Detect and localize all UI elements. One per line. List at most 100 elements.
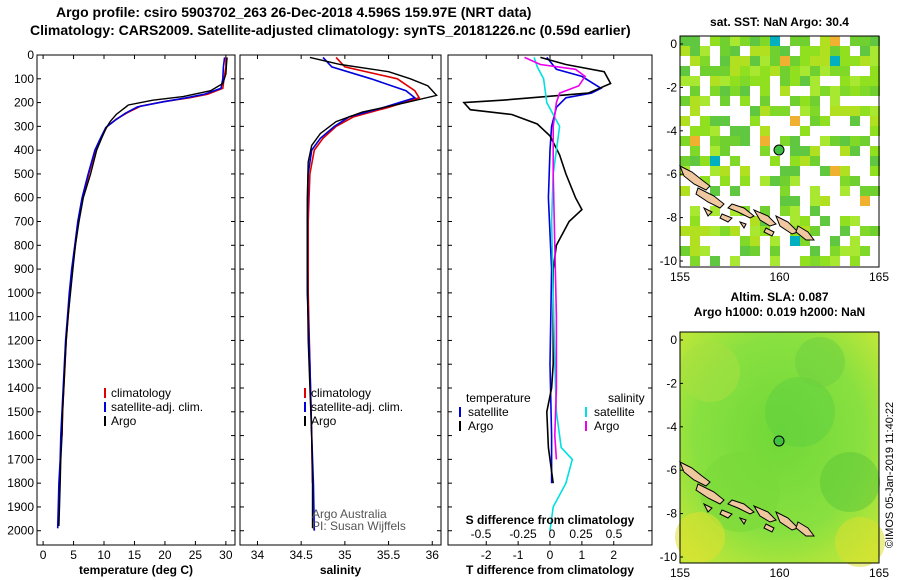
- temp-xtick-label: 0: [40, 548, 47, 562]
- sst-cell: [800, 36, 810, 46]
- sst-cell: [810, 256, 820, 266]
- sst-cell: [870, 46, 880, 56]
- sst-cell: [860, 76, 870, 86]
- sst-cell: [680, 186, 690, 196]
- sla-map-ytick-label: -10: [660, 550, 678, 564]
- salinity-legend-title: salinity: [608, 391, 645, 405]
- sst-cell: [820, 116, 830, 126]
- credit-line: Argo Australia: [312, 507, 387, 521]
- sst-cell: [680, 36, 690, 46]
- sst-cell: [750, 216, 760, 226]
- sst-cell: [850, 216, 860, 226]
- sst-cell: [860, 86, 870, 96]
- sst-cell: [860, 186, 870, 196]
- depth-tick-label: 400: [14, 143, 34, 157]
- sst-cell: [810, 246, 820, 256]
- sal-xaxis-label: salinity: [320, 563, 362, 577]
- depth-tick-label: 1100: [8, 310, 34, 324]
- sst-cell: [850, 106, 860, 116]
- sst-cell: [800, 126, 810, 136]
- sla-island: [702, 502, 713, 513]
- sst-cell: [730, 56, 740, 66]
- sst-cell: [790, 216, 800, 226]
- temp-xtick-label: 10: [97, 548, 111, 562]
- sst-cell: [840, 136, 850, 146]
- sla-map-title: Altim. SLA: 0.087: [730, 290, 828, 304]
- sst-cell: [840, 216, 850, 226]
- sla-map-frame: [679, 331, 880, 564]
- sst-cell: [830, 66, 840, 76]
- sst-cell: [810, 146, 820, 156]
- sst-map-ytick-label: -2: [666, 80, 677, 94]
- sst-cell: [720, 66, 730, 76]
- sst-cell: [820, 256, 830, 266]
- sal-legend-entry: climatology: [311, 386, 371, 400]
- sst-cell: [740, 126, 750, 136]
- sst-cell: [720, 56, 730, 66]
- sst-cell: [770, 66, 780, 76]
- diff-series-salinity-argo: [524, 56, 587, 460]
- sst-cell: [820, 136, 830, 146]
- depth-tick-label: 1600: [7, 429, 34, 443]
- sst-cell: [740, 246, 750, 256]
- sst-cell: [760, 126, 770, 136]
- temp-series-satellite-adj-clim-: [56, 57, 226, 529]
- temp-xtick-label: 30: [219, 548, 233, 562]
- diff-series-argo: [462, 56, 612, 484]
- sst-map-ytick-label: -10: [660, 254, 678, 268]
- sst-cell: [780, 206, 790, 216]
- sst-cell: [830, 46, 840, 56]
- sst-cell: [700, 46, 710, 56]
- sst-cell: [850, 86, 860, 96]
- depth-tick-label: 0: [27, 48, 34, 62]
- sst-cell: [780, 76, 790, 86]
- sst-cell: [710, 226, 720, 236]
- sst-cell: [720, 46, 730, 56]
- depth-tick-label: 600: [14, 191, 34, 205]
- sst-cell: [750, 106, 760, 116]
- sst-cell: [770, 236, 780, 246]
- sst-cell: [770, 156, 780, 166]
- diff-xtick-label: -2: [481, 548, 492, 562]
- sst-cell: [840, 66, 850, 76]
- sst-cell: [760, 66, 770, 76]
- sst-cell: [710, 116, 720, 126]
- depth-tick-label: 1500: [7, 405, 34, 419]
- sst-cell: [830, 36, 840, 46]
- sst-island: [738, 221, 747, 229]
- sst-cell: [700, 56, 710, 66]
- sst-cell: [820, 166, 830, 176]
- credit-line: PI: Susan Wijffels: [312, 519, 406, 533]
- sla-anomaly-blob: [680, 342, 740, 402]
- sla-island: [679, 460, 711, 487]
- temperature-legend-entry: Argo: [468, 419, 494, 433]
- sla-island: [695, 483, 725, 505]
- sal-xtick-label: 34: [251, 548, 265, 562]
- sst-cell: [860, 36, 870, 46]
- sst-cell: [770, 176, 780, 186]
- sst-cell: [710, 166, 720, 176]
- sst-cell: [690, 76, 700, 86]
- sal-xtick-label: 34.5: [289, 548, 313, 562]
- sst-cell: [700, 96, 710, 106]
- sst-cell: [690, 96, 700, 106]
- sst-cell: [760, 56, 770, 66]
- sst-cell: [860, 46, 870, 56]
- sst-cell: [820, 66, 830, 76]
- sst-cell: [870, 76, 880, 86]
- sst-cell: [680, 136, 690, 146]
- sst-cell: [850, 246, 860, 256]
- sal-series-argo: [306, 56, 438, 529]
- sst-cell: [730, 76, 740, 86]
- sst-cell: [850, 256, 860, 266]
- sst-cell: [830, 236, 840, 246]
- sst-cell: [780, 176, 790, 186]
- sst-cell: [810, 226, 820, 236]
- sst-cell: [690, 156, 700, 166]
- sst-cell: [860, 136, 870, 146]
- temp-xtick-label: 15: [128, 548, 142, 562]
- sst-cell: [750, 246, 760, 256]
- imos-timestamp: ©IMOS 05-Jan-2019 11:40:22: [884, 402, 896, 548]
- sst-cell: [710, 86, 720, 96]
- sst-cell: [700, 126, 710, 136]
